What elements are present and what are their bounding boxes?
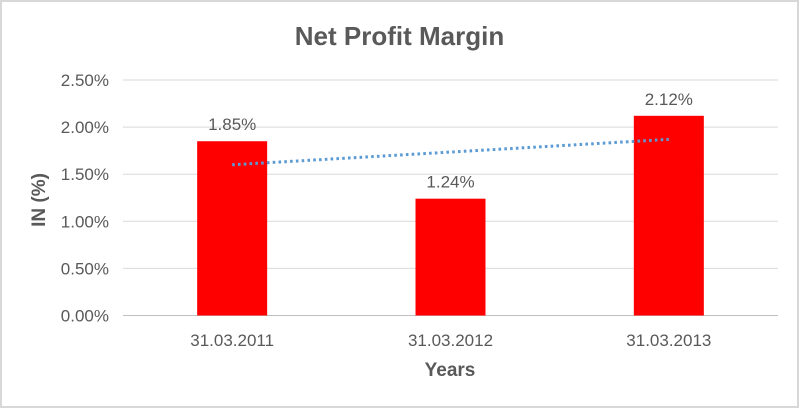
x-tick-label: 31.03.2013: [626, 331, 711, 350]
bar-data-label: 2.12%: [645, 90, 693, 109]
bar-2: [415, 198, 486, 316]
y-tick-label: 1.00%: [61, 212, 109, 231]
bar-3: [633, 115, 704, 316]
y-tick-label: 2.50%: [61, 71, 109, 90]
x-axis-title: Years: [424, 360, 476, 381]
chart-title: Net Profit Margin: [294, 21, 505, 51]
bar-data-label: 1.85%: [208, 115, 256, 134]
trendline: [232, 137, 669, 167]
y-tick-label: 2.00%: [61, 118, 109, 137]
y-tick-label: 1.50%: [61, 165, 109, 184]
x-tick-label: 31.03.2012: [408, 331, 493, 350]
x-tick-label: 31.03.2011: [190, 331, 274, 350]
bar-data-label: 1.24%: [426, 173, 474, 192]
bar-1: [197, 141, 268, 316]
y-tick-label: 0.50%: [61, 259, 109, 278]
y-tick-label: 0.00%: [61, 307, 109, 326]
